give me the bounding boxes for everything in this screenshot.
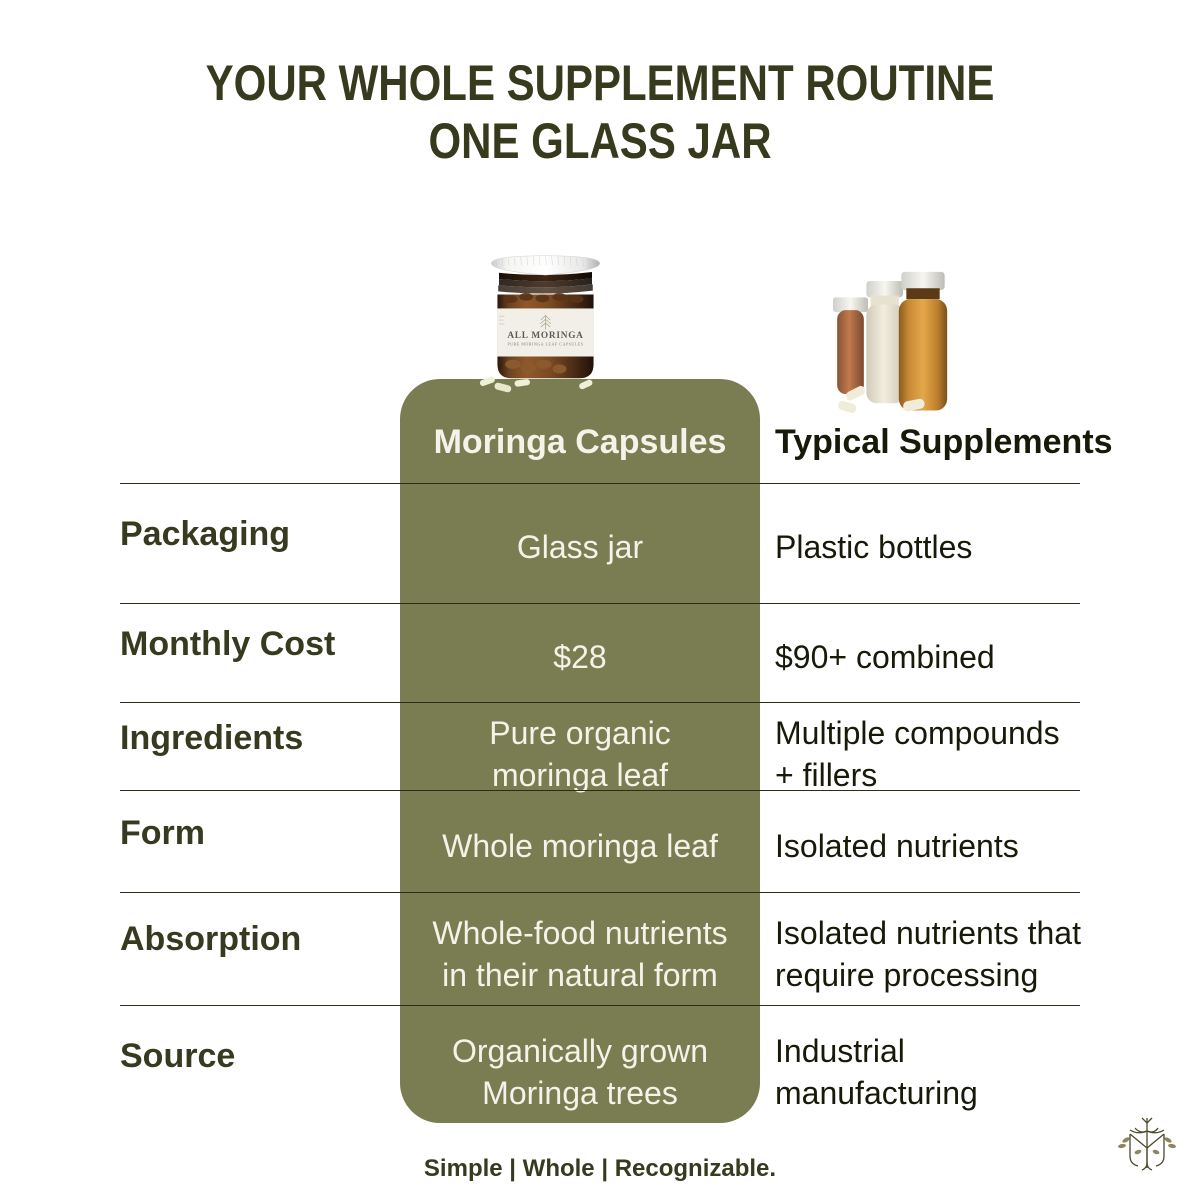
svg-text:PURE MORINGA LEAF CAPSULES: PURE MORINGA LEAF CAPSULES [507, 343, 583, 347]
svg-text:ALL MORINGA: ALL MORINGA [507, 331, 583, 341]
